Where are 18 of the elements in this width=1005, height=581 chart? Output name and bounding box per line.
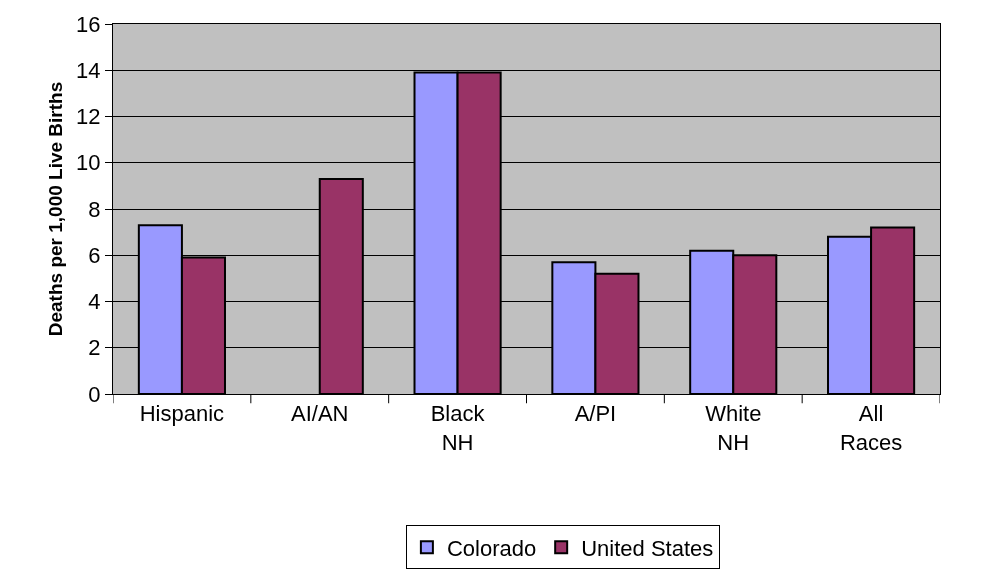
x-tick-label: Hispanic — [139, 401, 225, 427]
x-tick-label: A/PI — [574, 401, 617, 427]
y-tick-label: 0 — [88, 381, 101, 407]
y-tick-label: 10 — [76, 150, 101, 176]
y-axis-title: Deaths per 1,000 Live Births — [44, 81, 66, 337]
x-tick-label: All Races — [839, 401, 903, 455]
y-tick-label: 16 — [76, 11, 101, 37]
y-tick-label: 4 — [88, 289, 101, 315]
y-tick-label: 2 — [88, 335, 101, 361]
y-tick-label: 14 — [76, 57, 101, 83]
y-tick-label: 6 — [88, 242, 101, 268]
x-tick-label: AI/AN — [291, 401, 349, 427]
legend-label: Colorado — [446, 535, 537, 561]
legend-label: United States — [581, 535, 714, 561]
x-tick-label: Black NH — [430, 401, 486, 455]
x-tick-label: White NH — [705, 401, 762, 455]
y-tick-label: 12 — [76, 104, 101, 130]
y-tick-label: 8 — [88, 196, 101, 222]
